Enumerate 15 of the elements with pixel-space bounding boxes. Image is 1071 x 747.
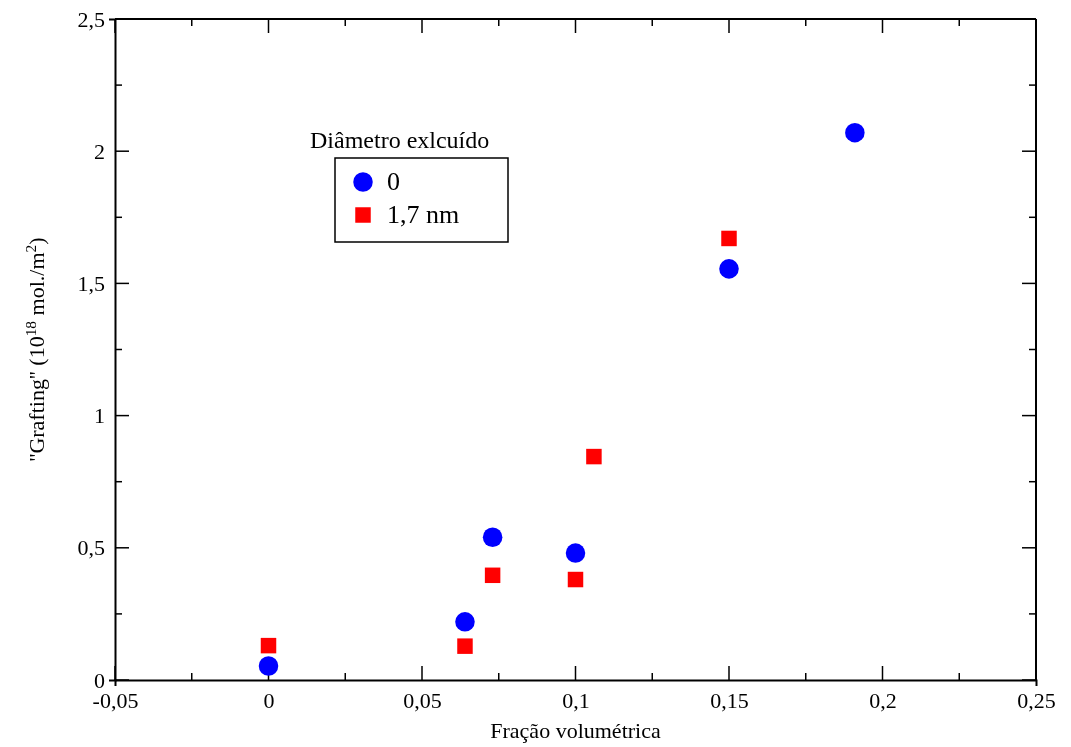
x-tick-label: 0,1 xyxy=(562,687,590,713)
y-tick-label: 1,5 xyxy=(77,270,105,296)
x-tick-label: 0,05 xyxy=(403,687,442,713)
y-tick-label: 2 xyxy=(94,138,105,164)
x-tick-label: 0,15 xyxy=(710,687,749,713)
legend-label: 0 xyxy=(387,167,400,196)
y-tick-label: 0,5 xyxy=(77,535,105,561)
x-tick-label: 0,2 xyxy=(869,687,897,713)
legend-label: 1,7 nm xyxy=(387,200,460,229)
x-tick-label: 0,25 xyxy=(1017,687,1056,713)
y-tick-label: 1 xyxy=(94,403,105,429)
x-tick-label: 0 xyxy=(263,687,275,713)
y-tick-label: 2,5 xyxy=(77,6,105,32)
x-axis-title: Fração volumétrica xyxy=(490,718,661,743)
legend-title: Diâmetro exlcuído xyxy=(310,127,490,153)
